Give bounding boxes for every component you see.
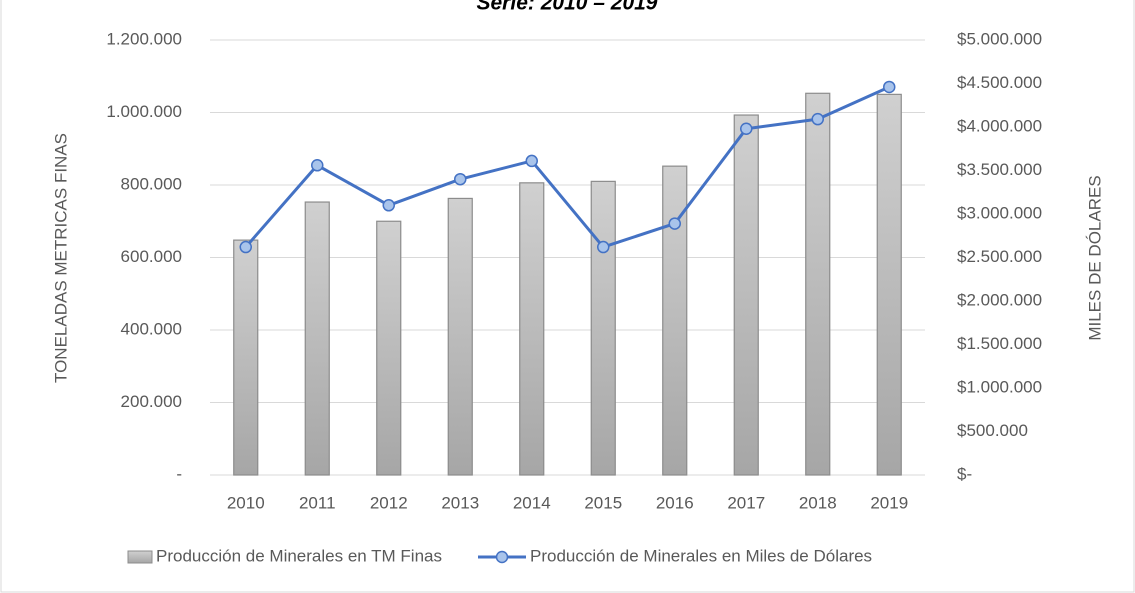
x-tick-label: 2019 [870,493,908,512]
y-tick-label: - [176,464,182,483]
legend-label: Producción de Minerales en Miles de Dóla… [530,546,872,565]
y2-tick-label: $1.500.000 [957,334,1042,353]
line-marker [597,240,610,254]
bar [233,239,259,476]
bar [447,197,473,476]
x-tick-label: 2013 [441,493,479,512]
chart-title: Serie: 2010 – 2019 [477,0,658,15]
y-axis-label: TONELADAS METRICAS FINAS [51,133,70,383]
line-marker [239,240,252,254]
y-tick-label: 1.000.000 [106,102,182,121]
line [244,85,890,249]
bar [805,92,831,476]
y2-tick-label: $2.500.000 [957,247,1042,266]
x-tick-label: 2014 [513,493,551,512]
y2-tick-label: $4.000.000 [957,116,1042,135]
y2-tick-label: $3.500.000 [957,160,1042,179]
y-tick-label: 200.000 [121,392,182,411]
line-marker [454,172,467,186]
line-marker [311,159,324,172]
x-tick-label: 2012 [370,493,408,512]
y2-tick-label: $4.500.000 [957,73,1042,92]
legend-swatch [127,550,153,564]
x-tick-label: 2011 [299,493,336,512]
line-marker [740,122,753,135]
x-tick-label: 2010 [227,493,265,512]
bar [304,201,330,476]
bar [590,180,616,476]
line-marker [668,217,681,230]
x-tick-label: 2018 [799,493,837,512]
x-tick-label: 2016 [656,493,694,512]
y-tick-label: 600.000 [121,247,182,266]
bar [876,93,902,476]
line-marker [883,80,896,94]
legend-marker [495,550,509,564]
y2-axis-label: MILES DE DÓLARES [1085,175,1104,340]
y2-tick-label: $- [957,464,972,483]
legend-label: Producción de Minerales en TM Finas [156,546,442,565]
x-tick-label: 2017 [727,493,765,512]
y2-tick-label: $500.000 [957,421,1028,440]
y2-tick-label: $3.000.000 [957,203,1042,222]
line-marker [525,154,538,168]
bar [519,182,545,476]
y2-tick-label: $2.000.000 [957,290,1042,309]
y-tick-label: 1.200.000 [106,29,182,48]
y-tick-label: 800.000 [121,174,182,193]
x-tick-label: 2015 [584,493,622,512]
y-tick-label: 400.000 [121,319,182,338]
y2-tick-label: $5.000.000 [957,29,1042,48]
y2-tick-label: $1.000.000 [957,377,1042,396]
line-marker [811,112,824,126]
line-marker [382,199,395,212]
bar [376,220,402,476]
bar [733,114,759,476]
